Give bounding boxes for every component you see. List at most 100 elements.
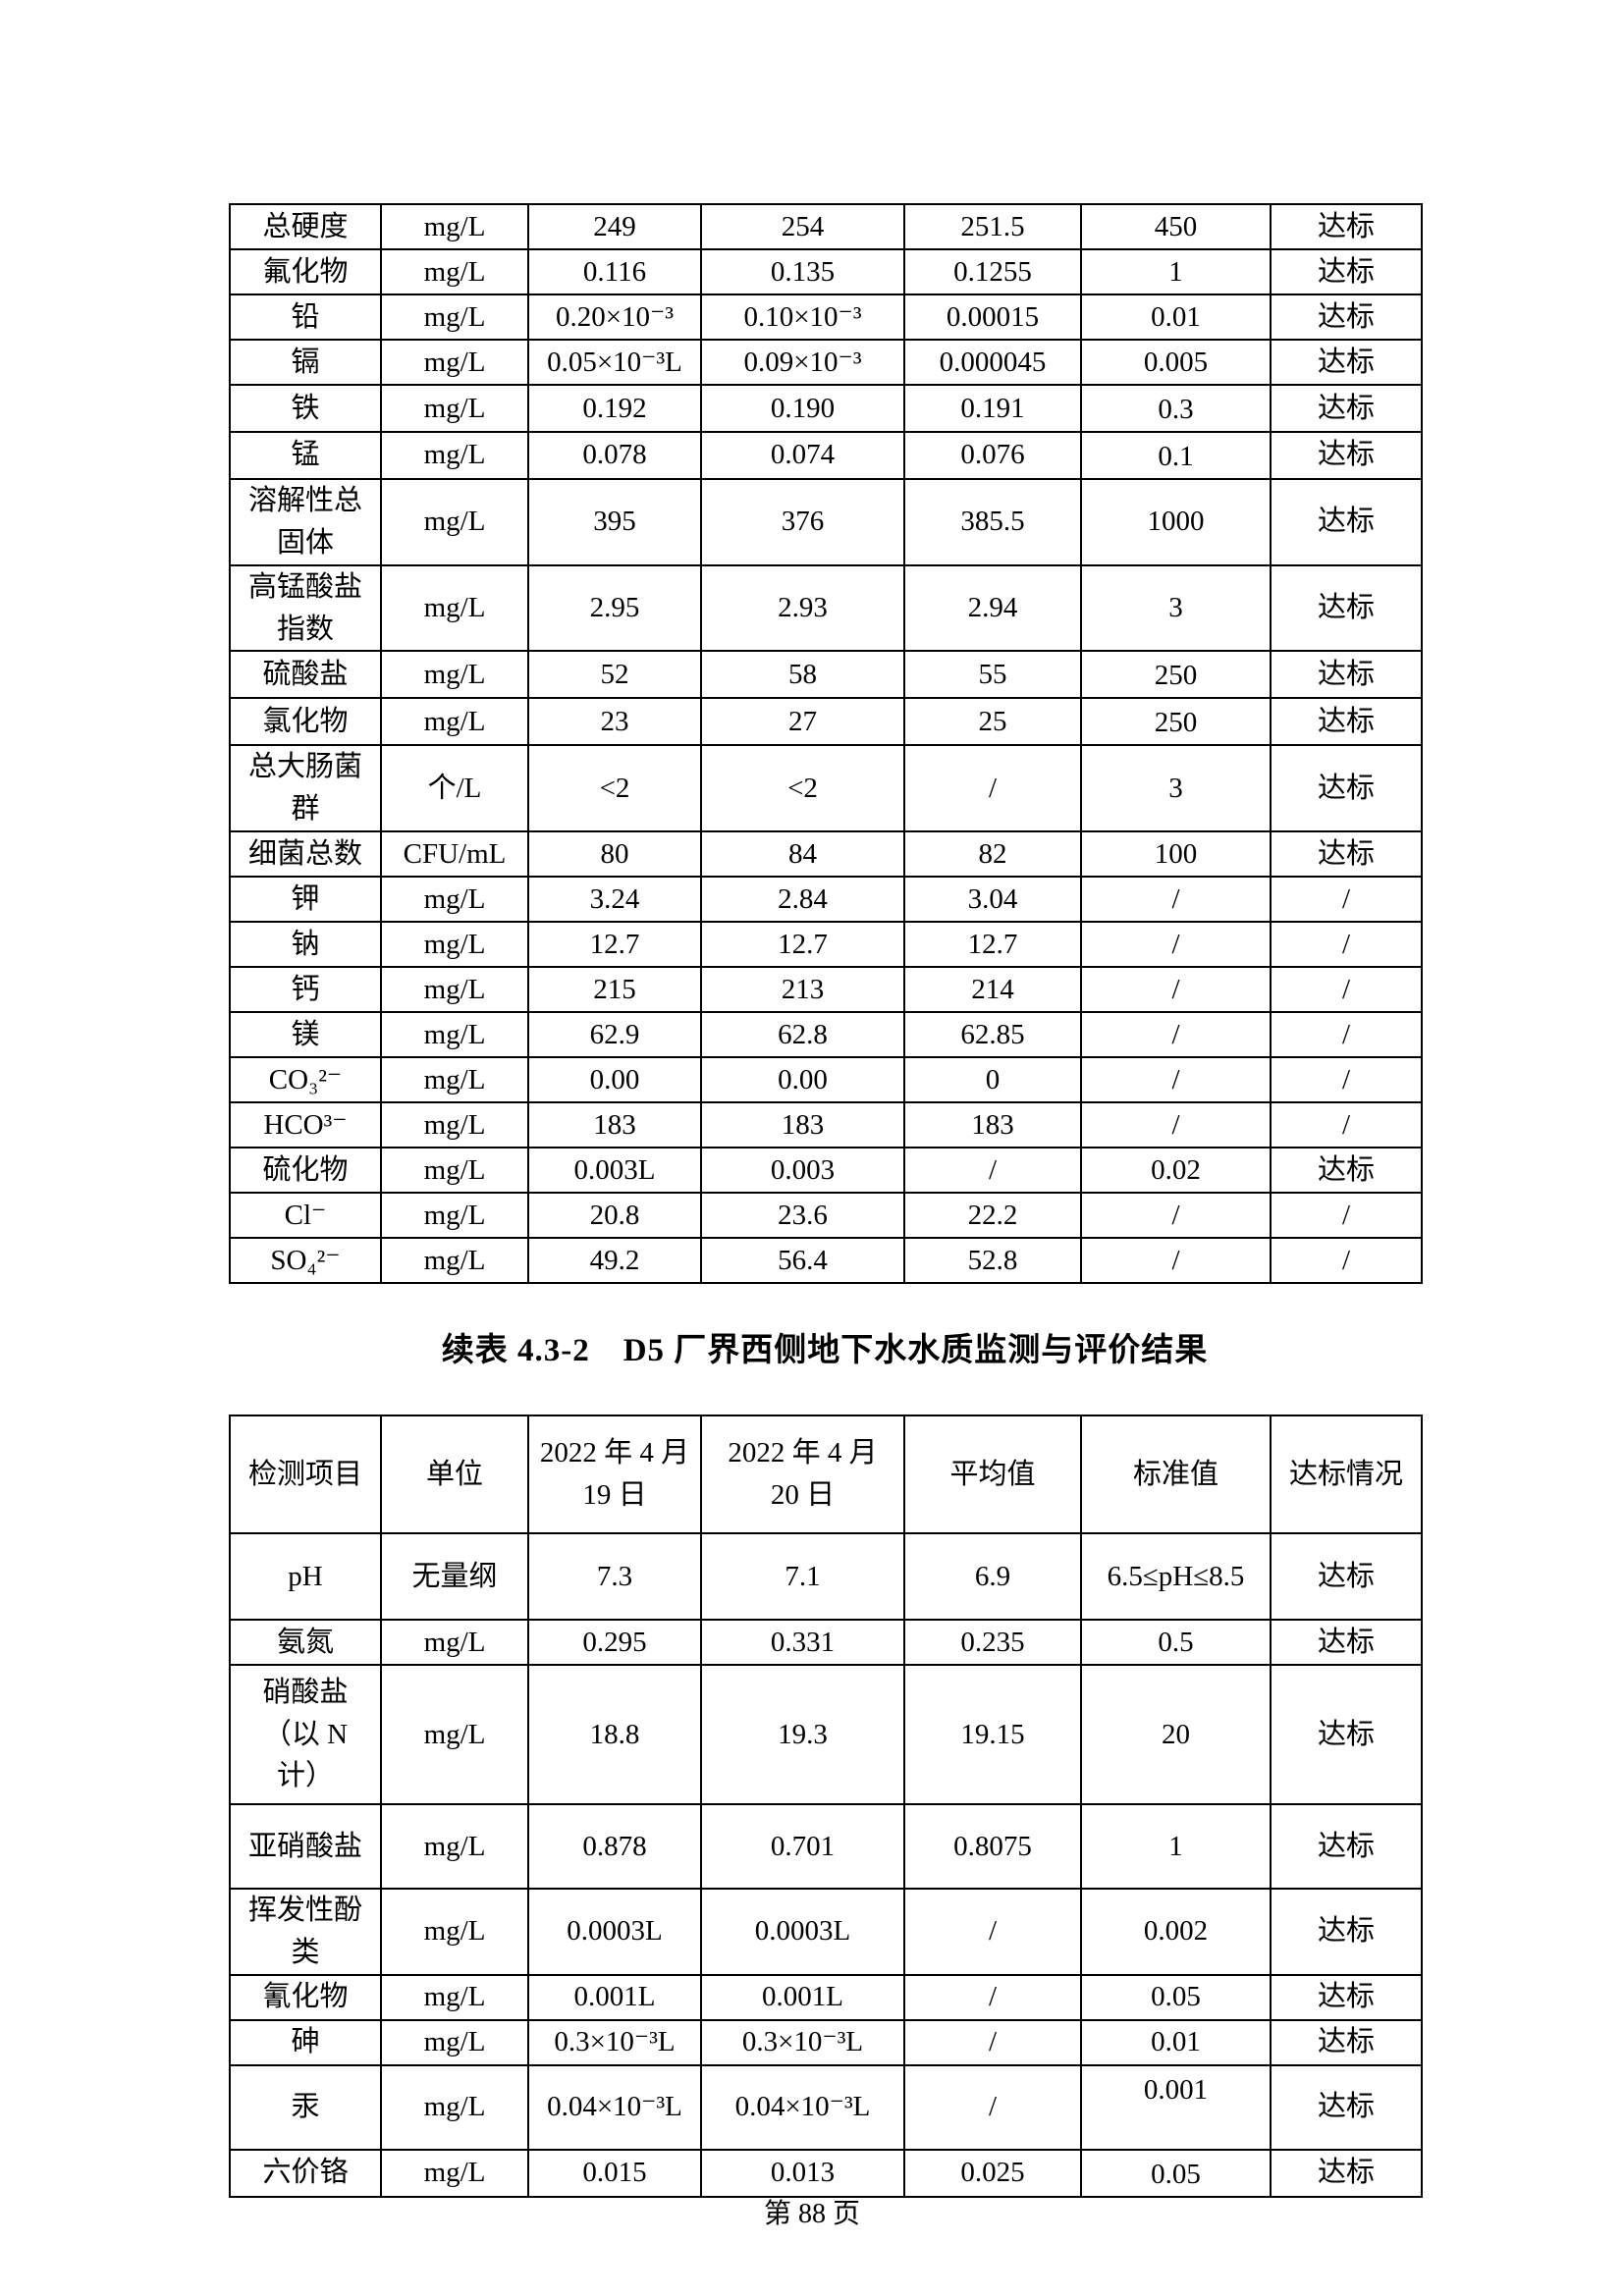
value-cell: 251.5 (903, 203, 1082, 250)
value-cell: 62.9 (527, 1011, 702, 1059)
parameter-cell: 六价铬 (229, 2148, 382, 2198)
value-cell: 0.331 (700, 1619, 905, 1666)
table-row: 氰化物 mg/L 0.001L 0.001L/0.05 达标 (229, 1973, 1423, 2021)
value-cell: 达标 (1270, 697, 1423, 747)
value-cell: 0 (903, 1056, 1082, 1104)
table-row: 钠 mg/L 12.7 12.7 12.7// (229, 921, 1423, 969)
value-cell: 达标 (1270, 1147, 1423, 1195)
parameter-cell: 铅 (229, 294, 382, 341)
water-quality-continuation-table: 总硬度 mg/L 249 254 251.5 450 达标 氟化物 mg/L 0.116 0.135… (229, 203, 1423, 1285)
value-cell: 无量纲 (380, 1532, 529, 1621)
value-cell: 达标 (1270, 2148, 1423, 2198)
value-cell: mg/L (380, 1803, 529, 1890)
value-cell: mg/L (380, 650, 529, 700)
value-cell: 6.9 (903, 1532, 1082, 1621)
value-cell: CFU/mL (380, 830, 529, 879)
value-cell: 56.4 (700, 1237, 905, 1285)
parameter-cell: 镉 (229, 339, 382, 386)
table-row: CO₃²⁻ mg/L 0.00 0.00 0// (229, 1056, 1423, 1104)
column-header: 检测项目 (229, 1415, 382, 1534)
value-cell: 达标 (1270, 744, 1423, 833)
value-cell: 23.6 (700, 1192, 905, 1240)
page-number: 第 88 页 (763, 2199, 860, 2229)
value-cell: 215 (527, 966, 702, 1014)
value-cell: 达标 (1270, 248, 1423, 295)
value-cell: / (903, 1973, 1082, 2021)
table-row: 砷 mg/L 0.3×10⁻³L 0.3×10⁻³L/0.01 达标 (229, 2018, 1423, 2066)
value-cell: 3 (1080, 744, 1272, 833)
parameter-cell: 氰化物 (229, 1973, 382, 2021)
parameter-cell: 氟化物 (229, 248, 382, 295)
value-cell: 0.05 (1080, 1973, 1272, 2021)
value-cell: 0.1255 (903, 248, 1082, 295)
value-cell: mg/L (380, 2063, 529, 2151)
value-cell: mg/L (380, 1056, 529, 1104)
value-cell: mg/L (380, 1147, 529, 1195)
value-cell: mg/L (380, 1973, 529, 2021)
value-cell: 214 (903, 966, 1082, 1014)
value-cell: mg/L (380, 1237, 529, 1285)
value-cell: mg/L (380, 563, 529, 653)
value-cell: 100 (1080, 830, 1272, 879)
value-cell: 0.0003L (700, 1888, 905, 1976)
column-header: 标准值 (1080, 1415, 1272, 1534)
parameter-cell: 砷 (229, 2018, 382, 2066)
value-cell: 1 (1080, 248, 1272, 295)
value-cell: 385.5 (903, 477, 1082, 566)
parameter-cell: 硫酸盐 (229, 650, 382, 700)
parameter-cell: 细菌总数 (229, 830, 382, 879)
value-cell: 82 (903, 830, 1082, 879)
table-row: 六价铬 mg/L 0.015 0.013 0.025 0.05 达标 (229, 2148, 1423, 2198)
value-cell: <2 (700, 744, 905, 833)
parameter-cell: 亚硝酸盐 (229, 1803, 382, 1890)
value-cell: 0.05 (1080, 2148, 1272, 2198)
parameter-cell: 钠 (229, 921, 382, 969)
value-cell: 达标 (1270, 2063, 1423, 2151)
header-row: 检测项目 单位 2022 年 4 月 19 日 2022 年 4 月 20 日平均值标… (229, 1415, 1423, 1534)
value-cell: 0.01 (1080, 294, 1272, 341)
value-cell: 0.015 (527, 2148, 702, 2198)
value-cell: 达标 (1270, 384, 1423, 433)
parameter-cell: 硝酸盐 （以 N 计） (229, 1664, 382, 1805)
value-cell: 0.002 (1080, 1888, 1272, 1976)
value-cell: 250 (1080, 697, 1272, 747)
value-cell: / (1270, 966, 1423, 1014)
value-cell: mg/L (380, 384, 529, 433)
value-cell: mg/L (380, 1192, 529, 1240)
value-cell: mg/L (380, 1888, 529, 1976)
value-cell: 62.85 (903, 1011, 1082, 1059)
column-header: 单位 (380, 1415, 529, 1534)
value-cell: / (1080, 1011, 1272, 1059)
value-cell: / (1080, 1056, 1272, 1104)
value-cell: 213 (700, 966, 905, 1014)
value-cell: 达标 (1270, 203, 1423, 250)
value-cell: mg/L (380, 966, 529, 1014)
value-cell: 376 (700, 477, 905, 566)
value-cell: 19.15 (903, 1664, 1082, 1805)
value-cell: 58 (700, 650, 905, 700)
table-row: 总大肠菌 群个/L <2 <2/3 达标 (229, 744, 1423, 833)
value-cell: 20 (1080, 1664, 1272, 1805)
value-cell: 达标 (1270, 650, 1423, 700)
value-cell: 12.7 (903, 921, 1082, 969)
parameter-cell: 镁 (229, 1011, 382, 1059)
value-cell: 22.2 (903, 1192, 1082, 1240)
value-cell: 20.8 (527, 1192, 702, 1240)
table-row: HCO³⁻ mg/L 183 183 183// (229, 1101, 1423, 1149)
value-cell: 62.8 (700, 1011, 905, 1059)
value-cell: / (1270, 1056, 1423, 1104)
value-cell: 0.074 (700, 430, 905, 480)
value-cell: 27 (700, 697, 905, 747)
value-cell: 0.076 (903, 430, 1082, 480)
value-cell: 1 (1080, 1803, 1272, 1890)
value-cell: 0.025 (903, 2148, 1082, 2198)
value-cell: 52 (527, 650, 702, 700)
value-cell: / (1080, 921, 1272, 969)
value-cell: 0.000045 (903, 339, 1082, 386)
value-cell: / (903, 1888, 1082, 1976)
parameter-cell: 钾 (229, 876, 382, 924)
value-cell: 0.01 (1080, 2018, 1272, 2066)
table-row: SO₄²⁻ mg/L 49.2 56.4 52.8// (229, 1237, 1423, 1285)
value-cell: 23 (527, 697, 702, 747)
value-cell: / (1270, 1011, 1423, 1059)
